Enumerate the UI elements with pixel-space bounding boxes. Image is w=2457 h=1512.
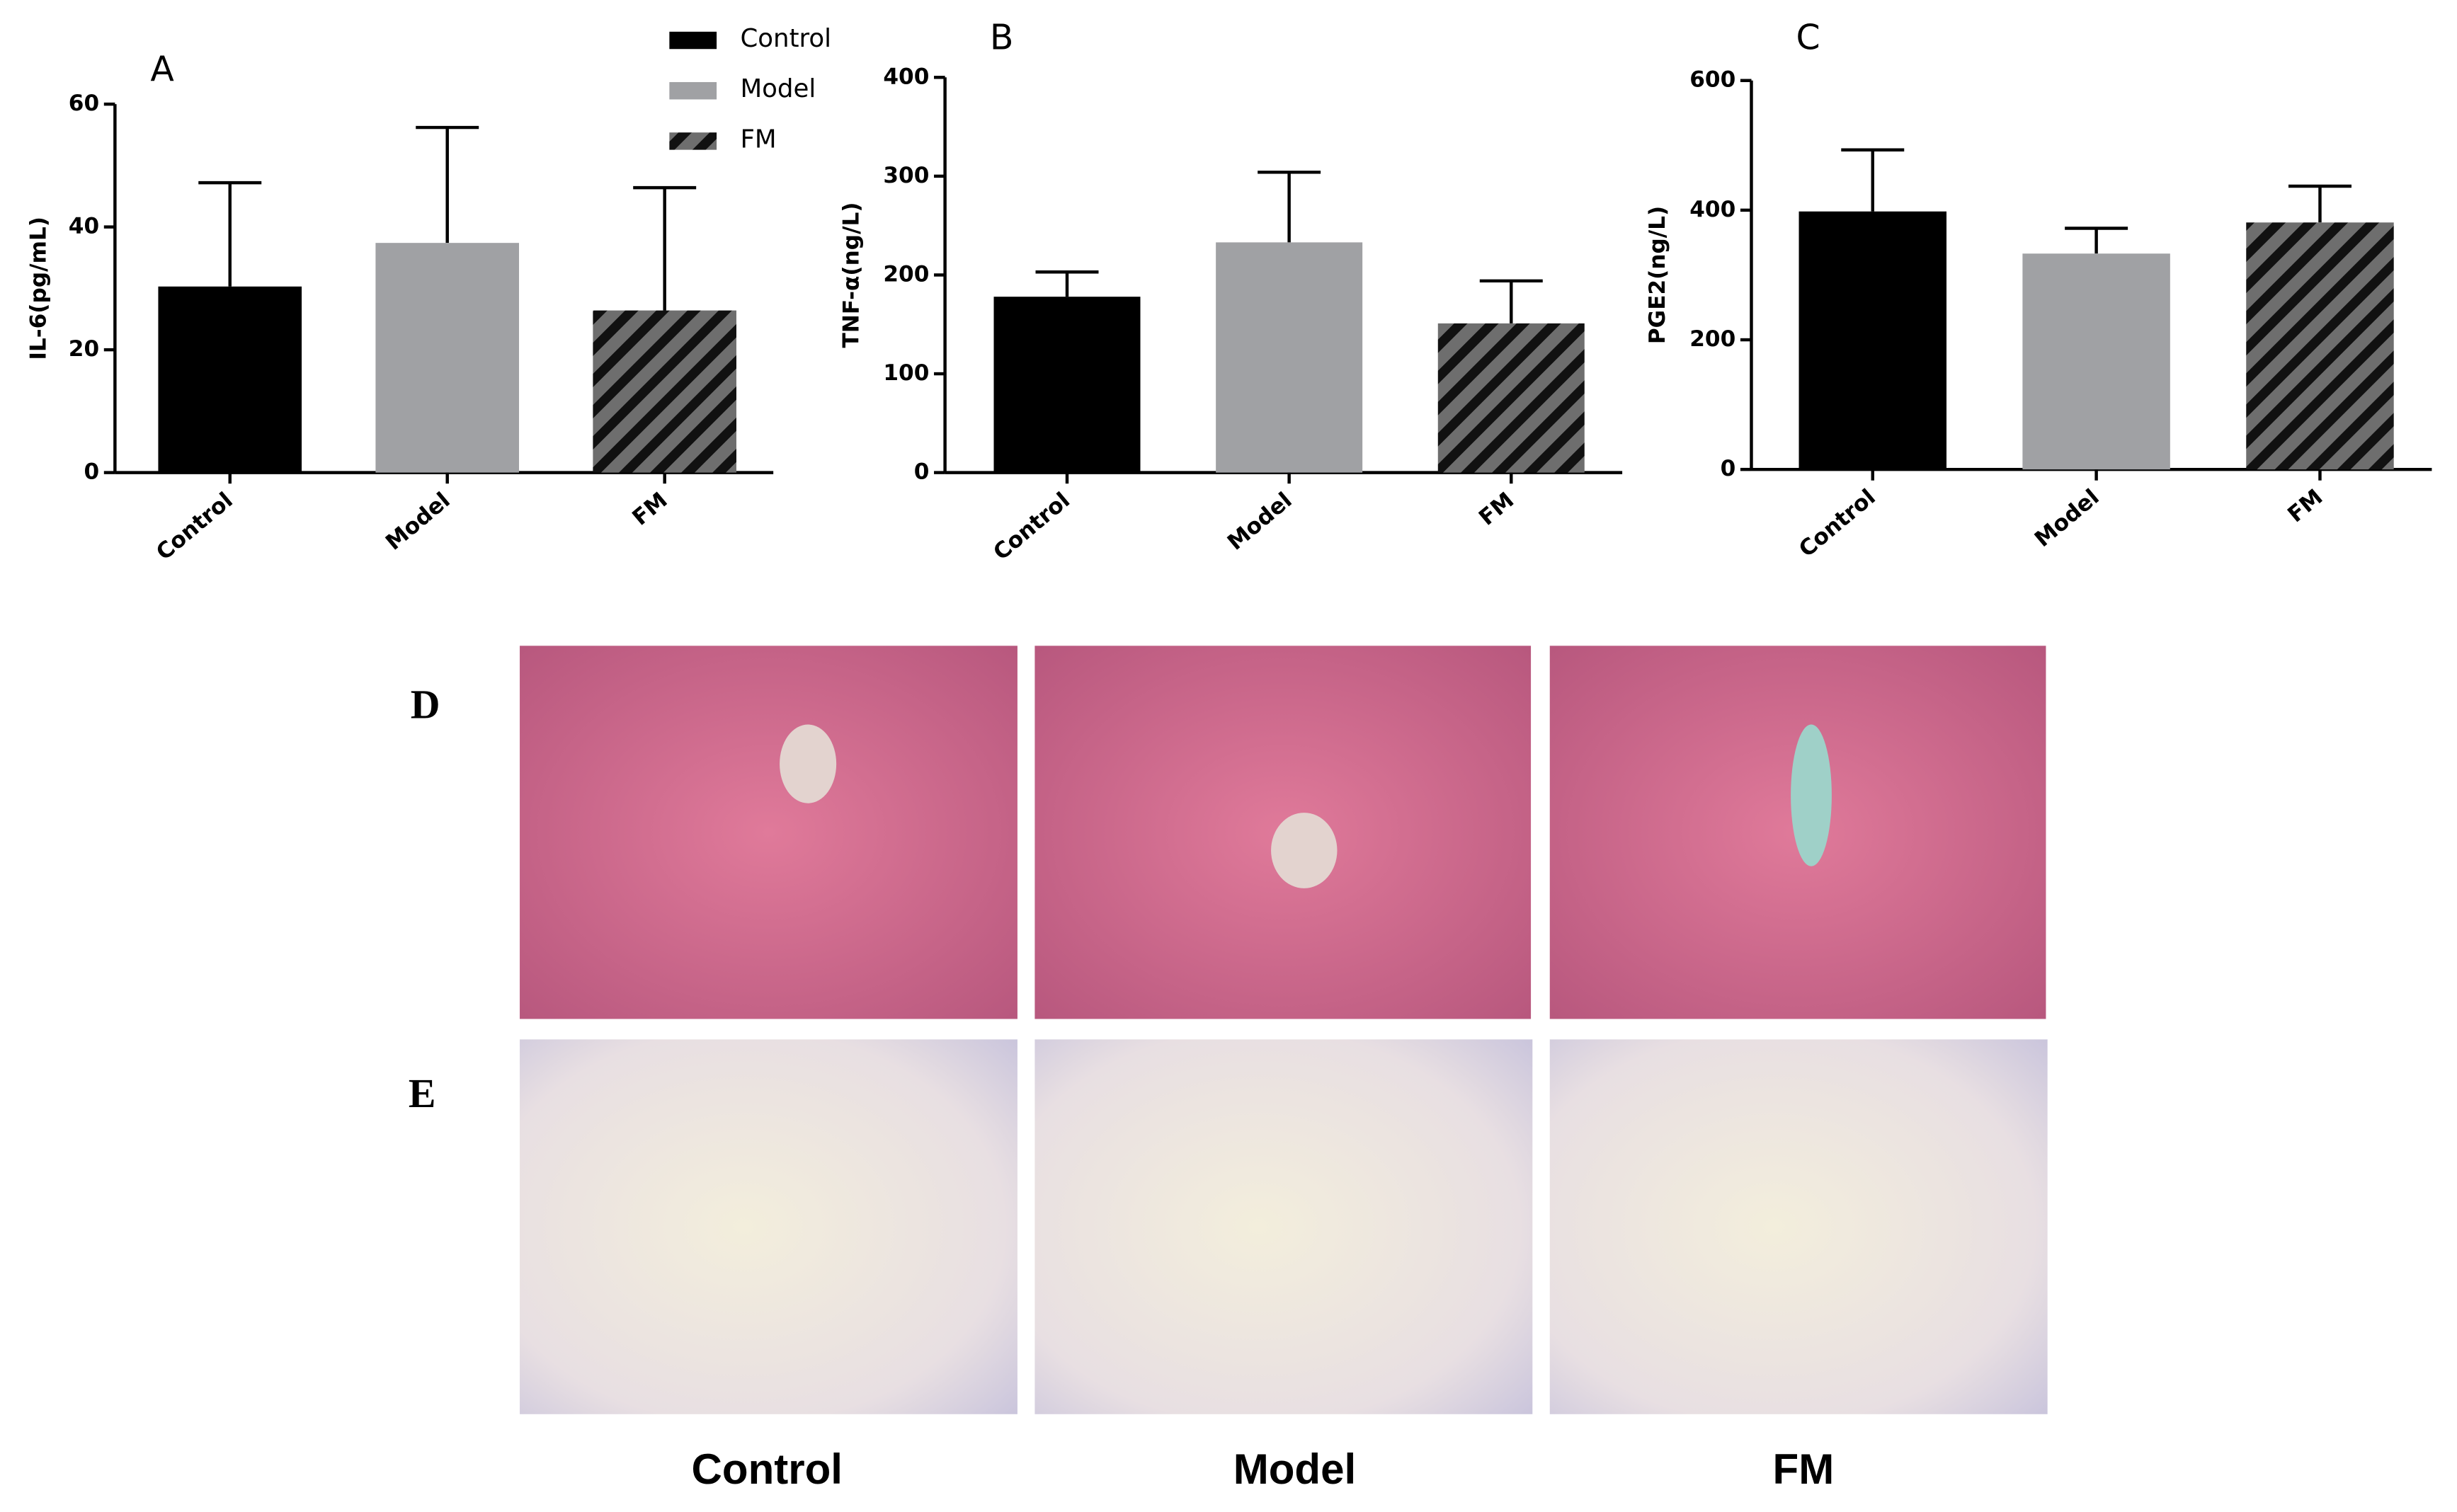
x-tick-label: FM	[2283, 484, 2327, 527]
panel-label: C	[1796, 17, 1820, 57]
legend-label: Model	[740, 74, 816, 103]
legend-swatch	[669, 81, 717, 100]
liver-image	[520, 646, 1017, 1019]
column-label: FM	[1773, 1445, 1835, 1493]
y-tick-label: 400	[883, 64, 929, 89]
y-tick-label: 20	[69, 336, 99, 362]
vein	[780, 724, 837, 803]
bar	[993, 297, 1141, 473]
y-tick-label: 0	[1721, 456, 1736, 481]
column-label: Control	[692, 1445, 843, 1493]
y-tick-label: 40	[69, 214, 99, 239]
bar	[158, 286, 302, 473]
panel-label: E	[409, 1070, 436, 1116]
legend-swatch	[669, 132, 717, 150]
y-tick-label: 0	[84, 459, 99, 485]
x-tick-label: Model	[381, 488, 455, 556]
y-tick-label: 100	[883, 360, 929, 386]
bar	[2022, 253, 2170, 470]
x-tick-label: Control	[988, 488, 1075, 566]
y-axis-label: IL-6(pg/mL)	[26, 217, 52, 360]
y-tick-label: 60	[69, 91, 99, 116]
bar	[1216, 242, 1363, 473]
bar	[593, 310, 736, 473]
y-axis-label: PGE2(ng/L)	[1645, 206, 1670, 344]
adipose-image	[1549, 1039, 2048, 1414]
panel-label: D	[411, 682, 440, 728]
adipose-image	[1034, 1039, 1533, 1414]
legend-swatch	[669, 31, 717, 50]
legend-label: FM	[740, 125, 776, 154]
y-tick-label: 200	[883, 261, 929, 287]
bar	[375, 243, 520, 473]
x-tick-label: Control	[152, 488, 238, 566]
y-tick-label: 400	[1689, 197, 1735, 222]
x-tick-label: FM	[1474, 488, 1519, 531]
y-tick-label: 200	[1689, 326, 1735, 352]
panel-label: B	[990, 17, 1014, 57]
x-tick-label: FM	[627, 488, 672, 531]
bar	[1798, 211, 1946, 470]
legend-label: Control	[740, 24, 831, 53]
y-axis-label: TNF-α(ng/L)	[838, 202, 864, 348]
panel-label: A	[150, 49, 174, 89]
x-tick-label: Control	[1794, 484, 1881, 562]
column-label: Model	[1233, 1445, 1356, 1493]
y-tick-label: 0	[914, 459, 930, 485]
bar	[1437, 323, 1585, 473]
x-tick-label: Model	[1223, 488, 1297, 556]
histology: D E Control Model FM	[409, 646, 2048, 1493]
y-tick-label: 600	[1689, 67, 1735, 93]
bar	[2246, 222, 2394, 470]
x-tick-label: Model	[2030, 484, 2104, 552]
y-tick-label: 300	[883, 163, 929, 188]
vein	[1271, 813, 1338, 888]
vein	[1791, 724, 1832, 866]
adipose-image	[520, 1039, 1017, 1414]
